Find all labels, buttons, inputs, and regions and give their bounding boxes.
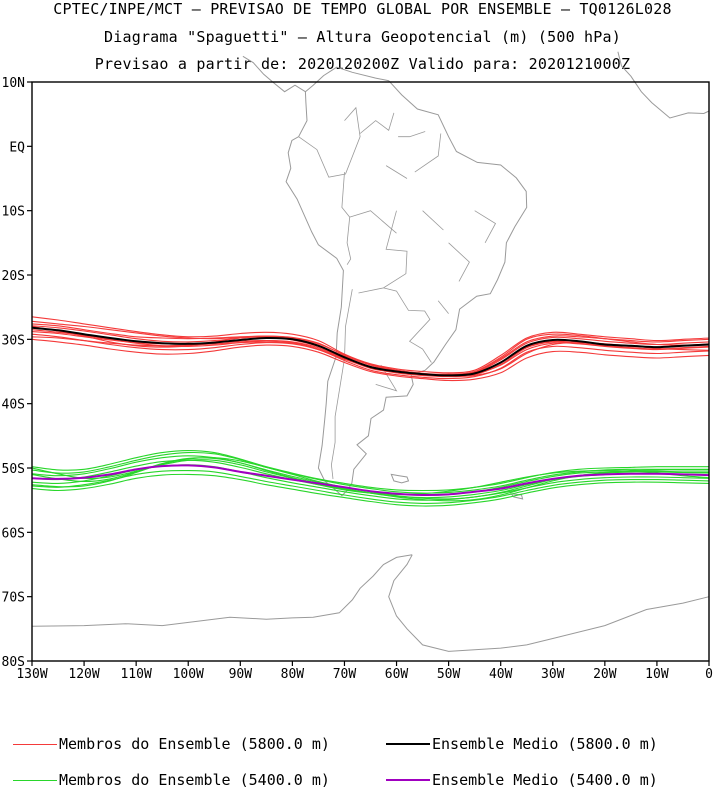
chart-subtitle: Diagrama "Spaguetti" – Altura Geopotenci… xyxy=(104,28,621,46)
country-border xyxy=(330,289,353,479)
country-border xyxy=(422,210,444,231)
weddell-sea-coast xyxy=(388,554,710,652)
longitude-labels: 130W 120W 110W 100W 90W 80W 70W 60W 50W 40W 30W 20W… xyxy=(16,667,713,682)
lat-label-50s: 50S xyxy=(2,462,25,477)
antarctica-coast xyxy=(31,554,413,627)
lat-label-80s: 80S xyxy=(2,655,25,670)
lat-label-20s: 20S xyxy=(2,269,25,284)
south-america-coast xyxy=(285,66,528,497)
legend-label: Ensemble Medio (5400.0 m) xyxy=(432,771,658,789)
lon-label-0: 0 xyxy=(705,667,713,682)
country-border xyxy=(414,133,442,173)
lon-label-70w: 70W xyxy=(333,667,357,682)
country-border xyxy=(341,172,352,265)
country-border xyxy=(358,210,408,294)
lon-label-90w: 90W xyxy=(229,667,253,682)
legend-item-members-5400: Membros do Ensemble (5400.0 m) xyxy=(13,771,330,789)
member-line-5800-6 xyxy=(31,338,710,382)
legend-swatch xyxy=(13,779,57,781)
lat-label-70s: 70S xyxy=(2,591,25,606)
legend-swatch xyxy=(13,743,57,745)
coastlines xyxy=(31,51,710,652)
falklands-coast xyxy=(390,473,410,484)
central-america-coast xyxy=(242,55,306,93)
legend-item-mean-5400: Ensemble Medio (5400.0 m) xyxy=(386,771,658,789)
lon-label-110w: 110W xyxy=(120,667,151,682)
mean-line-5800 xyxy=(31,326,710,377)
legend-swatch xyxy=(386,779,430,781)
latitude-labels: 10N EQ 10S 20S 30S 40S 50S 60S 70S 80S xyxy=(2,76,26,670)
legend-label: Membros do Ensemble (5800.0 m) xyxy=(59,735,330,753)
spaghetti-map: 10N EQ 10S 20S 30S 40S 50S 60S 70S 80S 130W 120W 11… xyxy=(2,51,713,682)
legend-item-mean-5800: Ensemble Medio (5800.0 m) xyxy=(386,735,658,753)
chart-title: CPTEC/INPE/MCT – PREVISAO DE TEMPO GLOBA… xyxy=(53,0,672,18)
lon-label-30w: 30W xyxy=(541,667,565,682)
country-border xyxy=(359,112,395,134)
member-line-5800-4 xyxy=(31,329,710,378)
lat-label-60s: 60S xyxy=(2,526,25,541)
member-line-5800-8 xyxy=(31,323,710,375)
map-frame xyxy=(27,81,710,666)
lon-label-120w: 120W xyxy=(68,667,99,682)
member-line-5400-1 xyxy=(31,450,709,492)
lat-label-10s: 10S xyxy=(2,205,25,220)
lon-label-10w: 10W xyxy=(645,667,669,682)
member-line-5400-6 xyxy=(31,470,710,504)
lat-label-40s: 40S xyxy=(2,398,25,413)
legend-swatch xyxy=(386,743,430,745)
lon-label-60w: 60W xyxy=(385,667,409,682)
mean-line-5400 xyxy=(31,464,710,497)
lon-label-20w: 20W xyxy=(593,667,617,682)
legend-item-members-5800: Membros do Ensemble (5800.0 m) xyxy=(13,735,330,753)
country-border xyxy=(298,106,361,178)
country-border xyxy=(398,131,426,138)
member-line-5800-5 xyxy=(31,333,710,380)
country-border xyxy=(349,210,397,234)
lon-label-40w: 40W xyxy=(489,667,513,682)
forecast-validity: Previsao a partir de: 2020120200Z Valido… xyxy=(94,55,631,73)
country-border xyxy=(385,165,408,179)
plot-border xyxy=(31,81,710,662)
legend-row-1: Membros do Ensemble (5800.0 m) Ensemble … xyxy=(0,735,725,755)
lat-label-eq: EQ xyxy=(9,140,25,155)
lat-label-30s: 30S xyxy=(2,333,25,348)
ensemble-lines xyxy=(31,316,710,507)
member-line-5800-1 xyxy=(31,316,710,374)
legend-label: Membros do Ensemble (5400.0 m) xyxy=(59,771,330,789)
africa-coast xyxy=(617,51,710,119)
country-border xyxy=(383,287,432,363)
lon-label-80w: 80W xyxy=(281,667,305,682)
lon-label-50w: 50W xyxy=(437,667,461,682)
country-border xyxy=(448,242,470,282)
legend-label: Ensemble Medio (5800.0 m) xyxy=(432,735,658,753)
country-border xyxy=(474,210,497,243)
lat-label-10n: 10N xyxy=(2,76,25,91)
member-line-5400-7 xyxy=(31,473,710,507)
legend-row-2: Membros do Ensemble (5400.0 m) Ensemble … xyxy=(0,771,725,791)
lon-label-130w: 130W xyxy=(16,667,47,682)
country-border xyxy=(437,300,449,314)
lon-label-100w: 100W xyxy=(173,667,204,682)
